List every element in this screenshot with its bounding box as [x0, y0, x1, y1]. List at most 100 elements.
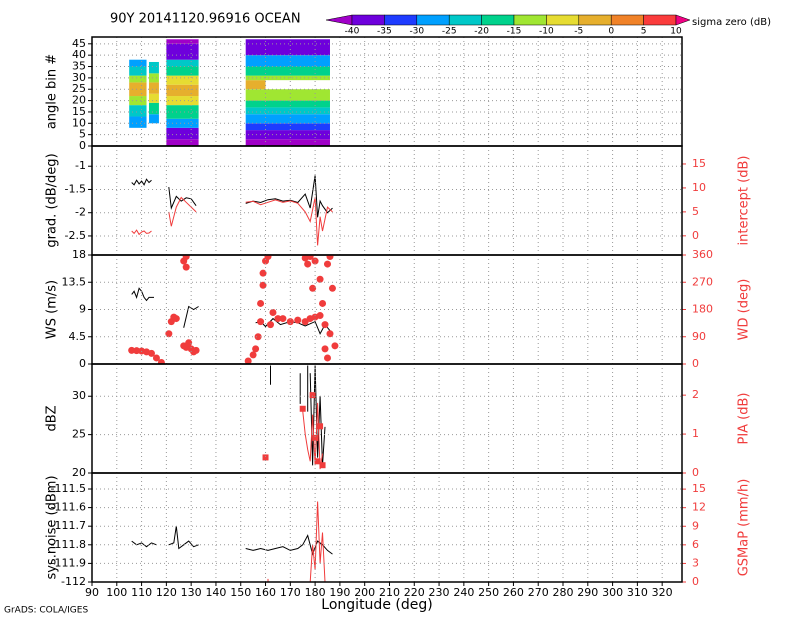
heat-cell — [149, 102, 159, 115]
y-tick-label: 30 — [72, 71, 86, 84]
data-line — [131, 196, 333, 246]
data-point — [182, 255, 190, 261]
data-point — [172, 315, 180, 323]
data-line — [131, 287, 331, 335]
y-tick-label: -112 — [61, 575, 86, 588]
y-tick-label: -111.9 — [51, 556, 86, 569]
y-tick-label: 25 — [72, 82, 86, 95]
x-tick-label: 310 — [627, 586, 648, 599]
data-point — [192, 346, 200, 354]
x-tick-label: 90 — [85, 586, 99, 599]
y-tick-label: 0 — [79, 357, 86, 370]
data-point — [279, 315, 287, 323]
panel-frame — [91, 363, 683, 474]
panel — [131, 175, 333, 246]
data-point — [147, 349, 155, 357]
data-point — [324, 354, 332, 362]
data-point — [152, 354, 160, 362]
heat-cell — [129, 116, 147, 128]
y-tick-label: 15 — [72, 105, 86, 118]
data-point — [326, 255, 334, 261]
colorbar-label: 5 — [641, 27, 647, 37]
colorbar-end — [675, 14, 691, 26]
heat-cell — [129, 59, 147, 67]
data-point — [128, 346, 136, 354]
colorbar-box — [351, 14, 385, 26]
colorbar-label: -35 — [377, 27, 392, 37]
heat-cell — [166, 118, 199, 128]
heat-cell — [166, 96, 199, 106]
colorbar-end — [325, 14, 353, 26]
y-tick-label: -2.5 — [65, 229, 86, 242]
x-tick-label: 320 — [652, 586, 673, 599]
data-point — [304, 260, 312, 268]
heat-cell — [245, 66, 330, 76]
data-point — [254, 333, 262, 341]
y-tick-label: 0 — [79, 139, 86, 152]
data-point — [328, 284, 336, 292]
heat-cell — [149, 61, 159, 74]
x-tick-label: 110 — [131, 586, 152, 599]
y-tick-label: 35 — [72, 60, 86, 73]
x-tick-label: 170 — [280, 586, 301, 599]
x-tick-label: 210 — [379, 586, 400, 599]
colorbar-box — [384, 14, 418, 26]
y2-tick-label: 12 — [692, 501, 706, 514]
heat-cell — [166, 39, 199, 44]
y2-tick-label: 0 — [692, 357, 699, 370]
data-line — [131, 175, 333, 218]
y-tick-label: -1 — [75, 159, 86, 172]
y2-tick-label: 360 — [692, 248, 713, 261]
x-tick-label: 130 — [181, 586, 202, 599]
heat-cell — [245, 39, 330, 56]
footer: GrADS: COLA/IGES — [4, 606, 88, 616]
y-axis-label: grad. (dB/deg) — [45, 153, 60, 247]
colorbar-box — [513, 14, 547, 26]
heat-cell — [245, 107, 330, 115]
heat-cell — [245, 75, 330, 81]
heat-cell — [245, 114, 330, 124]
y-tick-label: 20 — [72, 94, 86, 107]
y-tick-label: -111.8 — [51, 538, 86, 551]
y2-axis-label: PIA (dB) — [737, 392, 752, 444]
x-axis-label: Longitude (deg) — [321, 597, 432, 613]
y-tick-label: 25 — [72, 428, 86, 441]
data-point — [274, 315, 282, 323]
colorbar-label: -5 — [574, 27, 583, 37]
y2-axis-label: intercept (dB) — [737, 156, 752, 246]
data-point — [309, 392, 316, 399]
colorbar-box — [578, 14, 612, 26]
data-point — [317, 423, 324, 430]
y-tick-label: 13.5 — [62, 275, 87, 288]
y-tick-label: -1.5 — [65, 182, 86, 195]
x-tick-label: 150 — [230, 586, 251, 599]
heat-cell — [166, 84, 199, 97]
data-point — [319, 299, 327, 307]
y-tick-label: -111.6 — [51, 501, 86, 514]
heat-cell — [245, 89, 330, 101]
panel-frame — [91, 472, 683, 583]
y-axis-label: dBZ — [45, 405, 60, 431]
data-point — [185, 339, 193, 347]
y2-tick-label: 15 — [692, 157, 706, 170]
data-point — [306, 255, 314, 261]
data-point — [309, 284, 317, 292]
y2-tick-label: 9 — [692, 519, 699, 532]
y-tick-label: 10 — [72, 116, 86, 129]
y2-tick-label: 0 — [692, 229, 699, 242]
data-point — [257, 318, 265, 326]
data-point — [266, 321, 274, 329]
heat-cell — [245, 100, 330, 108]
x-tick-label: 200 — [354, 586, 375, 599]
heat-cell — [149, 82, 159, 94]
heat-cell — [166, 66, 199, 76]
x-tick-label: 300 — [602, 586, 623, 599]
heat-cell — [129, 75, 147, 83]
data-point — [324, 260, 332, 268]
y2-tick-label: 270 — [692, 275, 713, 288]
data-point — [165, 330, 173, 338]
data-point — [312, 434, 319, 441]
y-axis-label: WS (m/s) — [45, 280, 60, 339]
heat-cell — [166, 139, 199, 146]
